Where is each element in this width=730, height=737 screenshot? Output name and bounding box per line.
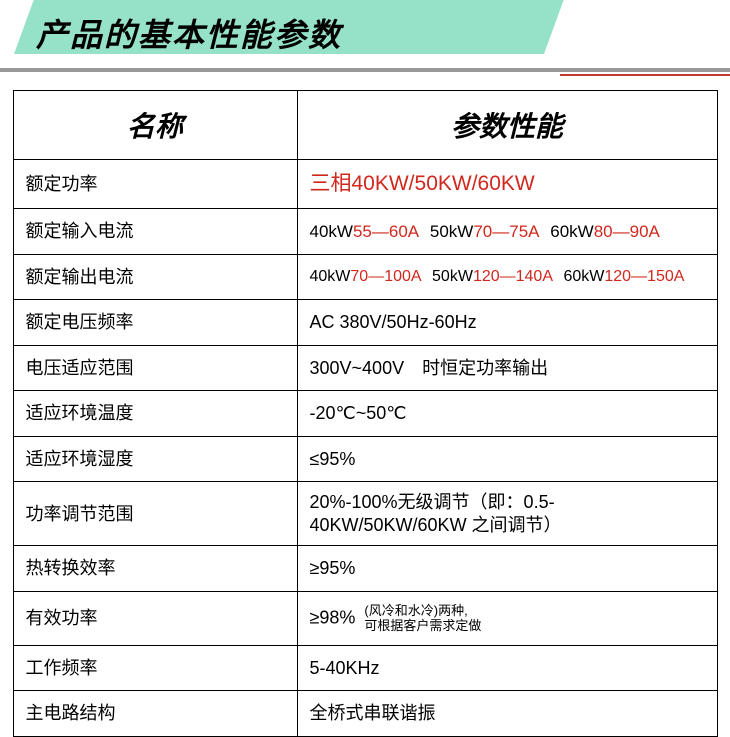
- seg1: 40kW55—60A: [310, 222, 420, 241]
- seg3: 60kW120—150A: [563, 268, 684, 285]
- value: 5-40KHz: [297, 645, 717, 691]
- row-thermal-eff: 热转换效率 ≥95%: [13, 546, 717, 592]
- value: ≥98% (风冷和水冷)两种, 可根据客户需求定做: [297, 591, 717, 645]
- value: 300V~400V 时恒定功率输出: [297, 345, 717, 391]
- eff-note: (风冷和水冷)两种, 可根据客户需求定做: [364, 603, 481, 634]
- label: 电压适应范围: [13, 345, 297, 391]
- label: 适应环境湿度: [13, 436, 297, 482]
- seg3: 60kW80—90A: [550, 222, 660, 241]
- label: 额定输出电流: [13, 254, 297, 300]
- value: 三相40KW/50KW/60KW: [297, 160, 717, 209]
- label: 有效功率: [13, 591, 297, 645]
- value: AC 380V/50Hz-60Hz: [297, 300, 717, 346]
- seg2: 50kW70—75A: [430, 222, 540, 241]
- title-bar: 产品的基本性能参数: [0, 0, 730, 66]
- value: ≥95%: [297, 546, 717, 592]
- row-work-freq: 工作频率 5-40KHz: [13, 645, 717, 691]
- spec-table: 名称 参数性能 额定功率 三相40KW/50KW/60KW 额定输入电流 40k…: [13, 90, 718, 737]
- label: 额定功率: [13, 160, 297, 209]
- label: 额定输入电流: [13, 209, 297, 255]
- row-rated-output-current: 额定输出电流 40kW70—100A 50kW120—140A 60kW120—…: [13, 254, 717, 300]
- label: 热转换效率: [13, 546, 297, 592]
- seg1: 40kW70—100A: [310, 268, 422, 285]
- title-block: 产品的基本性能参数: [0, 0, 730, 76]
- label: 功率调节范围: [13, 482, 297, 546]
- value: ≤95%: [297, 436, 717, 482]
- table-header-row: 名称 参数性能: [13, 91, 717, 160]
- rule-gray: [0, 68, 730, 72]
- title-rules: [0, 68, 730, 76]
- label: 工作频率: [13, 645, 297, 691]
- value: 40kW55—60A 50kW70—75A 60kW80—90A: [297, 209, 717, 255]
- row-effective-power: 有效功率 ≥98% (风冷和水冷)两种, 可根据客户需求定做: [13, 591, 717, 645]
- row-rated-power: 额定功率 三相40KW/50KW/60KW: [13, 160, 717, 209]
- row-ambient-temp: 适应环境温度 -20℃~50℃: [13, 391, 717, 437]
- rule-red: [560, 74, 730, 76]
- header-value: 参数性能: [297, 91, 717, 160]
- row-voltage-range: 电压适应范围 300V~400V 时恒定功率输出: [13, 345, 717, 391]
- value-black: 三相: [310, 172, 352, 195]
- seg2: 50kW120—140A: [432, 268, 553, 285]
- row-ambient-humidity: 适应环境湿度 ≤95%: [13, 436, 717, 482]
- value: 20%-100%无级调节（即：0.5-40KW/50KW/60KW 之间调节）: [297, 482, 717, 546]
- row-rated-input-current: 额定输入电流 40kW55—60A 50kW70—75A 60kW80—90A: [13, 209, 717, 255]
- header-name: 名称: [13, 91, 297, 160]
- eff-value: ≥98%: [310, 607, 356, 627]
- label: 额定电压频率: [13, 300, 297, 346]
- label: 适应环境温度: [13, 391, 297, 437]
- label: 主电路结构: [13, 691, 297, 737]
- value: 40kW70—100A 50kW120—140A 60kW120—150A: [297, 254, 717, 300]
- row-power-adjust: 功率调节范围 20%-100%无级调节（即：0.5-40KW/50KW/60KW…: [13, 482, 717, 546]
- value: -20℃~50℃: [297, 391, 717, 437]
- page-title: 产品的基本性能参数: [36, 17, 342, 53]
- value-red: 40KW/50KW/60KW: [352, 172, 535, 195]
- value: 全桥式串联谐振: [297, 691, 717, 737]
- row-rated-voltage-freq: 额定电压频率 AC 380V/50Hz-60Hz: [13, 300, 717, 346]
- row-main-circuit: 主电路结构 全桥式串联谐振: [13, 691, 717, 737]
